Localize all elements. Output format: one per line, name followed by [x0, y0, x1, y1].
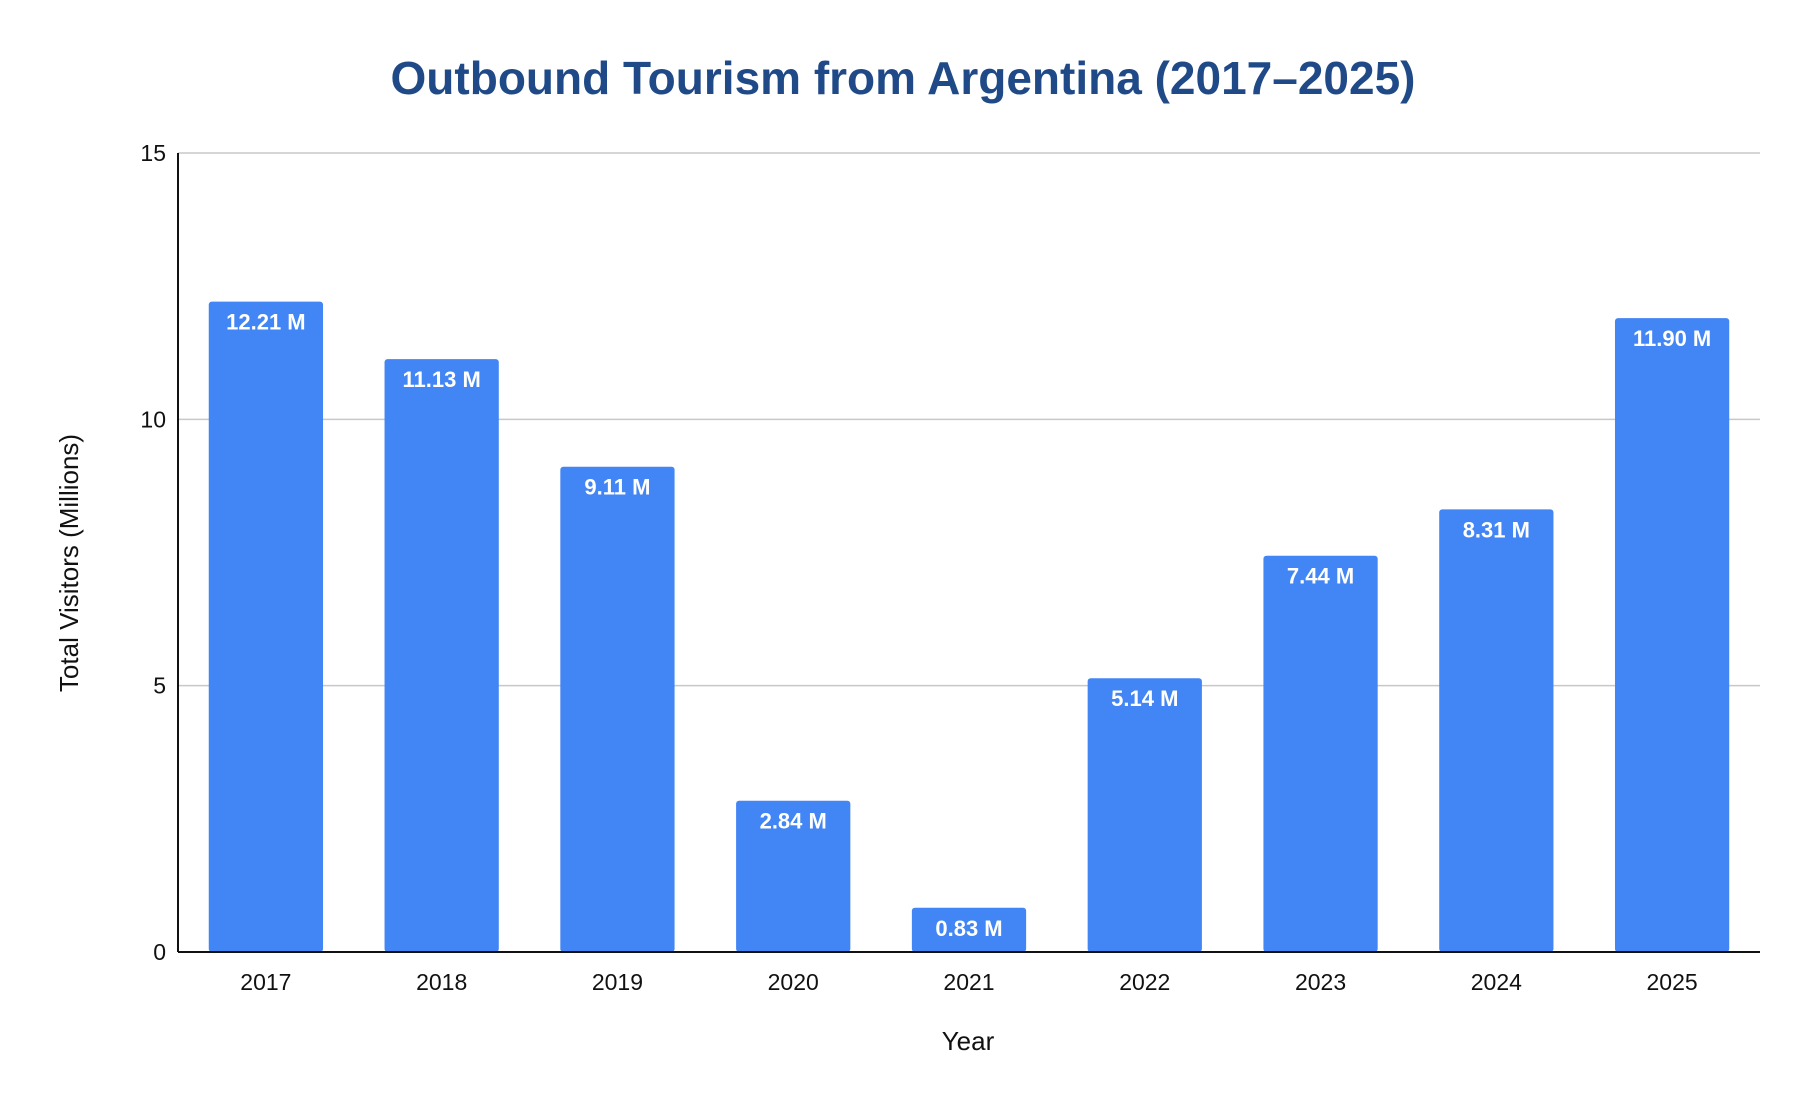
y-tick-label: 0 [153, 939, 166, 965]
bar-2021 [911, 907, 1027, 952]
y-axis-label: Total Visitors (Millions) [54, 434, 84, 692]
x-axis-label: Year [942, 1026, 995, 1056]
y-tick-label: 10 [140, 406, 166, 432]
bar-2018 [384, 359, 499, 953]
data-label-2017: 12.21 M [226, 310, 306, 335]
data-labels: 12.21 M 11.13 M 9.11 M 2.84 M 0.83 M 5.14 M 7.… [226, 310, 1711, 941]
axes [177, 153, 1760, 953]
data-label-2024: 8.31 M [1463, 517, 1530, 542]
data-label-2018: 11.13 M [403, 367, 481, 392]
data-label-2023: 7.44 M [1287, 564, 1354, 589]
x-tick-label: 2021 [943, 969, 994, 995]
y-tick-label: 5 [153, 673, 166, 699]
data-label-2021: 0.83 M [935, 916, 1002, 941]
x-axis-ticks: 2017 2018 2019 2020 2021 2022 2023 2024 2025 [240, 969, 1697, 995]
chart-title: Outbound Tourism from Argentina (2017–20… [391, 52, 1416, 104]
x-tick-label: 2022 [1119, 969, 1170, 995]
x-tick-label: 2024 [1471, 969, 1522, 995]
bars [208, 301, 1730, 953]
bar-2024 [1439, 509, 1554, 952]
x-tick-label: 2017 [240, 969, 291, 995]
data-label-2019: 9.11 M [584, 475, 650, 500]
x-tick-label: 2020 [768, 969, 819, 995]
bar-2025 [1614, 318, 1730, 952]
x-tick-label: 2018 [416, 969, 467, 995]
bar-2017 [208, 301, 324, 952]
data-label-2022: 5.14 M [1111, 686, 1178, 711]
x-tick-label: 2023 [1295, 969, 1346, 995]
bar-2023 [1263, 555, 1378, 952]
bar-2020 [736, 800, 851, 952]
bar-2022 [1087, 678, 1202, 952]
x-tick-label: 2025 [1647, 969, 1698, 995]
data-label-2020: 2.84 M [760, 809, 827, 834]
bar-2019 [560, 466, 675, 952]
y-tick-label: 15 [140, 140, 166, 166]
x-tick-label: 2019 [592, 969, 643, 995]
data-label-2025: 11.90 M [1633, 326, 1711, 351]
y-axis-ticks: 0 5 10 15 [140, 140, 166, 965]
